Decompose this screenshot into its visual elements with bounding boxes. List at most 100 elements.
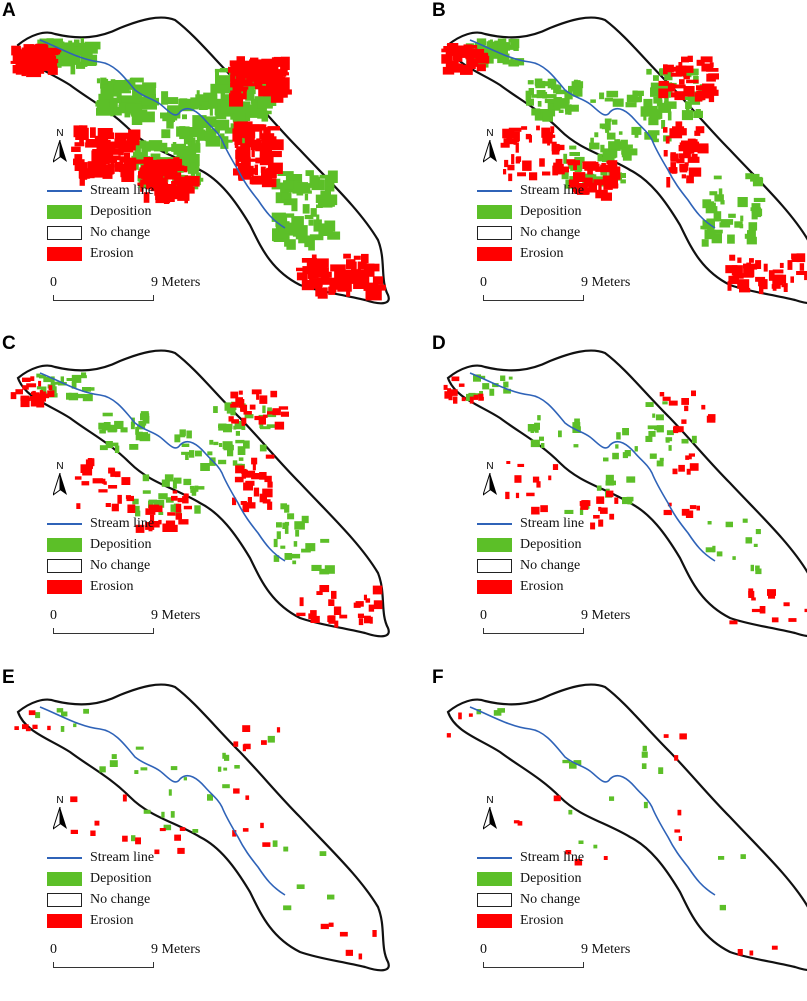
deposition-patch bbox=[200, 463, 210, 471]
erosion-patch bbox=[683, 144, 694, 150]
legend-label-stream: Stream line bbox=[520, 849, 585, 865]
deposition-patch bbox=[513, 41, 519, 51]
erosion-patch bbox=[266, 168, 281, 173]
erosion-patch bbox=[254, 164, 258, 176]
erosion-patch bbox=[179, 827, 186, 831]
erosion-patch bbox=[144, 167, 160, 181]
deposition-patch bbox=[573, 80, 581, 90]
change-patches bbox=[441, 38, 807, 295]
deposition-patch bbox=[53, 44, 65, 49]
deposition-patch bbox=[71, 382, 77, 389]
erosion-patch bbox=[241, 471, 246, 479]
erosion-patch bbox=[590, 522, 596, 530]
deposition-patch bbox=[105, 441, 113, 449]
erosion-patch bbox=[673, 427, 682, 433]
legend-item-erosion: Erosion bbox=[47, 243, 154, 264]
erosion-patch bbox=[681, 56, 689, 63]
erosion-patch bbox=[448, 43, 458, 49]
deposition-patch bbox=[135, 431, 143, 441]
deposition-patch bbox=[709, 191, 718, 196]
erosion-patch bbox=[683, 75, 690, 80]
erosion-patch bbox=[259, 472, 267, 480]
deposition-patch bbox=[76, 61, 86, 69]
erosion-patch bbox=[239, 164, 245, 176]
deposition-patch bbox=[564, 509, 574, 514]
deposition-patch bbox=[578, 840, 584, 844]
erosion-patch bbox=[788, 618, 797, 622]
stream-swatch bbox=[477, 851, 512, 865]
deposition-patch bbox=[96, 78, 100, 84]
deposition-patch bbox=[59, 41, 65, 47]
map-svg bbox=[14, 683, 390, 972]
deposition-patch bbox=[503, 388, 511, 394]
erosion-patch bbox=[70, 829, 78, 834]
deposition-patch bbox=[590, 99, 596, 103]
erosion-patch bbox=[47, 390, 55, 397]
erosion-patch bbox=[242, 828, 249, 832]
deposition-patch bbox=[162, 147, 174, 152]
deposition-patch bbox=[164, 148, 169, 154]
deposition-patch bbox=[638, 91, 642, 102]
deposition-patch bbox=[196, 90, 200, 99]
deposition-patch bbox=[138, 421, 147, 426]
deposition-patch bbox=[616, 432, 621, 440]
legend-label-nochange: No change bbox=[520, 224, 581, 240]
deposition-patch bbox=[262, 405, 266, 414]
deposition-patch bbox=[610, 91, 614, 97]
deposition-patch bbox=[129, 444, 139, 450]
erosion-patch bbox=[184, 493, 189, 497]
erosion-patch bbox=[554, 144, 561, 152]
deposition-patch bbox=[181, 443, 190, 447]
erosion-patch bbox=[709, 62, 714, 67]
legend-label-stream: Stream line bbox=[90, 849, 155, 865]
deposition-patch bbox=[213, 406, 218, 413]
erosion-patch bbox=[357, 268, 361, 282]
erosion-patch bbox=[25, 727, 31, 732]
erosion-patch bbox=[29, 396, 37, 400]
deposition-patch bbox=[734, 221, 743, 228]
deposition-patch bbox=[645, 435, 653, 442]
deposition-patch bbox=[508, 376, 513, 380]
erosion-patch bbox=[513, 134, 519, 143]
erosion-patch bbox=[262, 148, 272, 154]
deposition-patch bbox=[593, 174, 597, 184]
north-arrow: N bbox=[48, 128, 72, 164]
deposition-patch bbox=[285, 230, 294, 234]
legend-label-stream: Stream line bbox=[520, 515, 585, 531]
erosion-patch bbox=[299, 597, 304, 607]
erosion-patch bbox=[275, 77, 290, 91]
deposition-patch bbox=[99, 445, 108, 451]
erosion-patch bbox=[235, 155, 240, 167]
deposition-patch bbox=[282, 213, 295, 217]
erosion-patch bbox=[246, 68, 258, 82]
erosion-patch bbox=[677, 426, 684, 432]
north-arrow: N bbox=[478, 461, 502, 497]
deposition-patch bbox=[542, 111, 553, 122]
erosion-patch bbox=[236, 87, 248, 92]
erosion-patch bbox=[461, 397, 466, 402]
deposition-patch bbox=[96, 107, 113, 116]
deposition-patch bbox=[217, 766, 222, 772]
deposition-patch bbox=[720, 200, 725, 205]
deposition-patch bbox=[658, 99, 663, 109]
erosion-patch bbox=[573, 177, 580, 188]
erosion-patch bbox=[357, 613, 364, 618]
deposition-patch bbox=[199, 94, 211, 105]
erosion-patch bbox=[749, 258, 754, 263]
panel-letter: F bbox=[432, 667, 444, 688]
deposition-patch bbox=[568, 809, 573, 815]
deposition-patch bbox=[593, 844, 598, 849]
scale-end-label: 9 Meters bbox=[151, 608, 201, 623]
erosion-patch bbox=[170, 189, 182, 200]
erosion-patch bbox=[235, 465, 245, 474]
deposition-patch bbox=[324, 565, 335, 574]
map-svg bbox=[441, 16, 807, 305]
erosion-patch bbox=[267, 501, 273, 510]
deposition-patch bbox=[531, 94, 538, 98]
erosion-patch bbox=[182, 496, 189, 504]
north-arrow-icon bbox=[483, 473, 497, 496]
erosion-patch bbox=[114, 471, 121, 478]
deposition-patch bbox=[283, 199, 293, 206]
erosion-patch bbox=[729, 620, 738, 625]
erosion-patch bbox=[22, 724, 29, 730]
